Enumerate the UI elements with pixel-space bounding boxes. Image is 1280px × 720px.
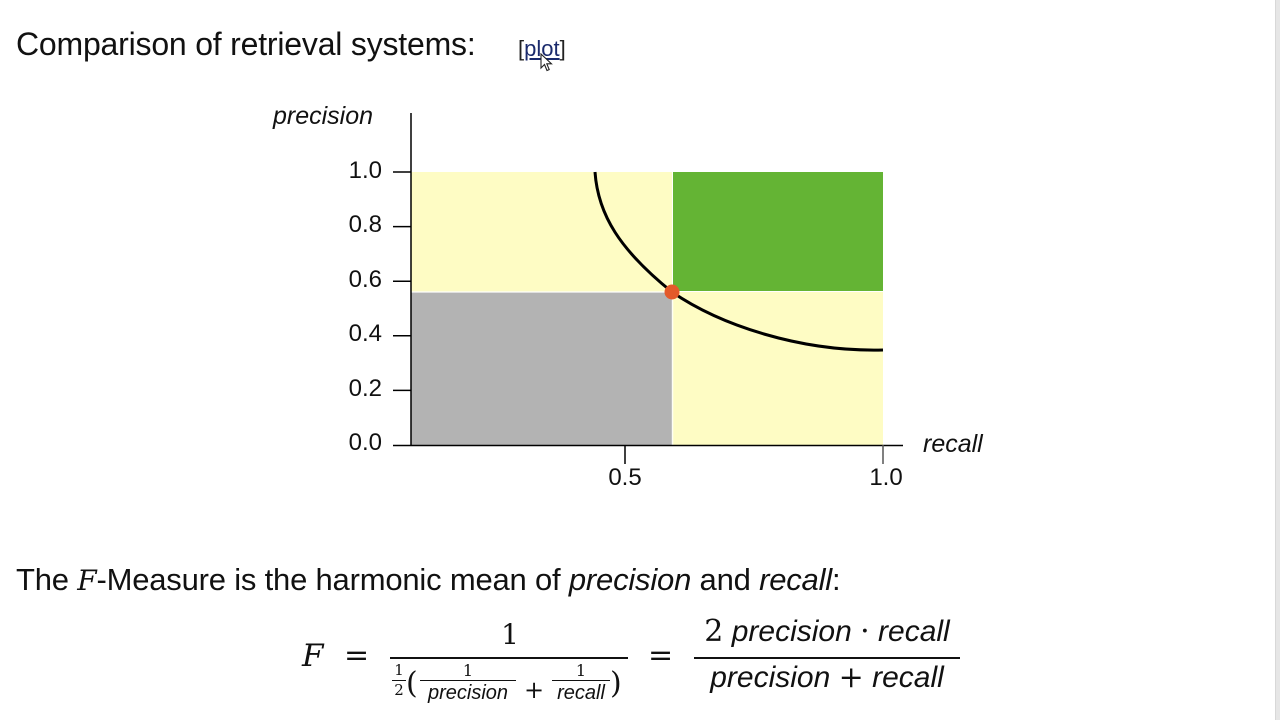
inverse-precision: 1 precision — [420, 662, 516, 705]
half-bar — [392, 680, 406, 681]
y-tick-label: 0.8 — [348, 211, 382, 238]
chart-canvas — [393, 113, 903, 464]
region-tradeoff-bottom-right — [672, 292, 883, 445]
y-tick-marks — [393, 171, 411, 392]
y-tick-label: 0.0 — [348, 429, 382, 456]
fraction-numerator: 2 precision · recall — [692, 614, 962, 649]
precision-term: precision — [568, 562, 692, 597]
x-axis-label: recall — [923, 430, 983, 458]
two: 2 — [704, 614, 724, 649]
y-axis-label: precision — [273, 102, 374, 130]
mouse-cursor-icon — [540, 53, 553, 72]
f-measure-description: The F-Measure is the harmonic mean of pr… — [16, 562, 841, 598]
fraction-numerator: 1 — [501, 618, 519, 651]
fraction-bar — [390, 657, 628, 659]
region-tradeoff-top-left — [411, 172, 672, 292]
paren-close: ) — [610, 666, 622, 701]
fraction-bar — [694, 657, 960, 659]
fraction-denominator: 1 2 ( 1 precision + 1 recall ) — [390, 662, 630, 712]
precision-recall-chart: precision recall 0.0 0.2 0.4 0.6 0.8 1.0… — [273, 102, 983, 491]
equals-sign: = — [648, 638, 674, 673]
y-tick-label: 1.0 — [348, 157, 382, 184]
half-den: 2 — [394, 681, 404, 699]
small-num: 1 — [575, 661, 587, 680]
x-tick-label: 0.5 — [608, 464, 642, 491]
small-num: 1 — [462, 661, 474, 680]
text-segment: -Measure is the harmonic mean of — [96, 562, 569, 597]
reference-point — [664, 284, 680, 300]
small-bar — [552, 680, 610, 681]
precision-term: precision — [710, 661, 831, 694]
x-tick-label: 1.0 — [869, 464, 903, 491]
f-symbol: F — [77, 564, 97, 597]
small-den: recall — [557, 682, 605, 704]
region-better — [673, 172, 883, 291]
one-half: 1 2 — [392, 662, 406, 699]
y-tick-label: 0.6 — [348, 266, 382, 293]
recall-term: recall — [878, 615, 950, 648]
text-segment: and — [691, 562, 760, 597]
y-tick-label: 0.2 — [348, 375, 382, 402]
text-segment: : — [831, 562, 841, 597]
fraction-denominator: precision + recall — [692, 660, 962, 695]
f-measure-formula: F = 1 1 2 ( 1 precision + 1 recall ) — [300, 612, 980, 712]
recall-term: recall — [759, 562, 832, 597]
plus-sign: + — [524, 676, 545, 704]
heading-text: Comparison of retrieval systems: — [16, 26, 476, 62]
recall-term: recall — [872, 661, 944, 694]
y-tick-label: 0.4 — [348, 320, 382, 347]
x-tick-marks — [624, 445, 884, 464]
region-worse — [411, 292, 672, 445]
small-den: precision — [427, 682, 509, 704]
equals-sign: = — [344, 638, 370, 673]
section-heading: Comparison of retrieval systems: — [16, 26, 476, 63]
dot-operator: · — [860, 614, 870, 649]
bracket-close: ] — [559, 36, 566, 61]
plus-sign: + — [838, 660, 864, 695]
paren-open: ( — [406, 666, 418, 701]
half-num: 1 — [394, 661, 404, 679]
formula-lhs: F — [302, 638, 324, 674]
precision-term: precision — [731, 615, 852, 648]
text-segment: The — [16, 562, 78, 597]
inverse-recall: 1 recall — [552, 662, 610, 705]
vertical-scrollbar[interactable] — [1275, 0, 1280, 720]
bracket-open: [ — [518, 36, 525, 61]
small-bar — [420, 680, 516, 681]
